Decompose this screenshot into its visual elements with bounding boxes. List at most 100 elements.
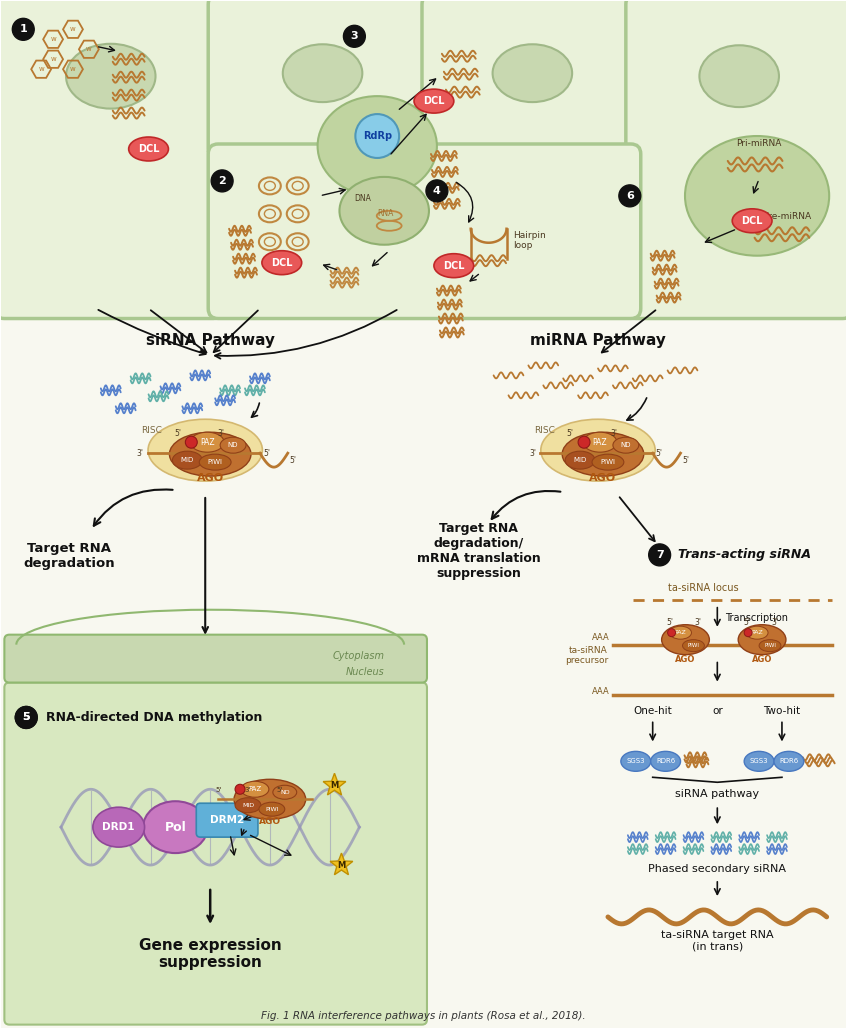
Text: PIWI: PIWI xyxy=(764,643,776,648)
Ellipse shape xyxy=(685,136,829,255)
Ellipse shape xyxy=(93,807,144,847)
Ellipse shape xyxy=(613,437,638,453)
Text: PIWI: PIWI xyxy=(600,459,616,465)
Text: One-hit: One-hit xyxy=(633,707,672,716)
Ellipse shape xyxy=(273,785,296,800)
Text: 5': 5' xyxy=(744,617,751,627)
Text: M: M xyxy=(330,781,339,790)
Text: PAZ: PAZ xyxy=(751,630,763,635)
Circle shape xyxy=(344,26,365,47)
Text: Nucleus: Nucleus xyxy=(346,667,385,677)
Ellipse shape xyxy=(200,454,231,470)
Text: 7: 7 xyxy=(655,549,664,560)
Text: miRNA Pathway: miRNA Pathway xyxy=(530,333,666,348)
Text: Pri-miRNA: Pri-miRNA xyxy=(736,139,782,148)
FancyBboxPatch shape xyxy=(0,0,223,319)
Text: Fig. 1 RNA interference pathways in plants (Rosa et al., 2018).: Fig. 1 RNA interference pathways in plan… xyxy=(261,1010,585,1021)
Text: Phased secondary siRNA: Phased secondary siRNA xyxy=(649,864,786,874)
Text: PIWI: PIWI xyxy=(208,459,222,465)
Text: 3': 3' xyxy=(245,787,251,793)
Text: MID: MID xyxy=(181,457,194,463)
Text: DCL: DCL xyxy=(443,260,464,271)
Circle shape xyxy=(578,436,590,449)
Text: Trans-acting siRNA: Trans-acting siRNA xyxy=(678,548,811,562)
Ellipse shape xyxy=(66,44,155,109)
Text: AAA: AAA xyxy=(592,633,610,642)
Ellipse shape xyxy=(241,781,269,797)
Text: ta-siRNA target RNA
(in trans): ta-siRNA target RNA (in trans) xyxy=(661,930,773,952)
Text: RDR6: RDR6 xyxy=(656,758,675,765)
Ellipse shape xyxy=(340,177,429,245)
Text: Two-hit: Two-hit xyxy=(763,707,801,716)
Text: MID: MID xyxy=(242,803,254,808)
Bar xyxy=(2,1,846,311)
Ellipse shape xyxy=(759,640,781,651)
FancyBboxPatch shape xyxy=(422,0,641,158)
Text: ND: ND xyxy=(228,442,239,449)
Text: 3': 3' xyxy=(772,617,779,627)
Circle shape xyxy=(15,707,37,729)
Ellipse shape xyxy=(565,451,595,469)
Ellipse shape xyxy=(738,625,786,654)
FancyBboxPatch shape xyxy=(208,144,641,319)
Text: 5': 5' xyxy=(566,429,574,438)
Text: Cytoplasm: Cytoplasm xyxy=(332,650,385,661)
Text: w: w xyxy=(70,66,76,72)
Text: DNA: DNA xyxy=(354,193,371,203)
Ellipse shape xyxy=(220,437,246,453)
Ellipse shape xyxy=(592,454,624,470)
Text: 3': 3' xyxy=(137,449,143,458)
Ellipse shape xyxy=(621,751,650,772)
Text: PIWI: PIWI xyxy=(688,643,700,648)
Text: RNA: RNA xyxy=(377,209,394,218)
Text: 5: 5 xyxy=(22,712,30,722)
Text: AGO: AGO xyxy=(675,655,695,664)
Ellipse shape xyxy=(492,44,572,102)
FancyBboxPatch shape xyxy=(208,0,437,158)
Text: PAZ: PAZ xyxy=(675,630,686,635)
Text: RISC: RISC xyxy=(534,426,554,434)
Text: Target RNA
degradation: Target RNA degradation xyxy=(23,542,115,570)
Text: AAA: AAA xyxy=(592,687,610,696)
Text: 5': 5' xyxy=(263,449,270,458)
Text: RdRp: RdRp xyxy=(363,131,391,141)
Ellipse shape xyxy=(259,803,284,816)
Text: M: M xyxy=(337,860,346,870)
Ellipse shape xyxy=(283,44,363,102)
Text: MID: MID xyxy=(573,457,587,463)
Text: 3': 3' xyxy=(610,429,617,438)
Ellipse shape xyxy=(650,751,681,772)
Ellipse shape xyxy=(261,251,301,275)
Text: w: w xyxy=(50,36,56,42)
Circle shape xyxy=(13,19,34,40)
Text: 3: 3 xyxy=(351,31,358,41)
Circle shape xyxy=(185,436,197,449)
Ellipse shape xyxy=(583,432,617,452)
FancyBboxPatch shape xyxy=(4,635,427,682)
Text: ND: ND xyxy=(621,442,631,449)
Text: PIWI: PIWI xyxy=(265,807,278,812)
Text: 3': 3' xyxy=(217,429,225,438)
Circle shape xyxy=(356,114,399,158)
Text: DRM2: DRM2 xyxy=(210,815,245,825)
Text: Gene expression
suppression: Gene expression suppression xyxy=(139,937,282,970)
Circle shape xyxy=(426,180,448,202)
Text: Pol: Pol xyxy=(165,821,186,833)
Text: w: w xyxy=(50,57,56,62)
Ellipse shape xyxy=(170,432,251,476)
Ellipse shape xyxy=(732,209,772,233)
Text: 5: 5 xyxy=(22,712,30,722)
Circle shape xyxy=(745,629,752,637)
Text: DCL: DCL xyxy=(271,257,293,268)
Polygon shape xyxy=(323,774,346,795)
Text: ta-siRNA locus: ta-siRNA locus xyxy=(667,582,739,593)
Text: ND: ND xyxy=(280,789,290,794)
Ellipse shape xyxy=(670,627,691,639)
Text: 2: 2 xyxy=(218,176,226,186)
Ellipse shape xyxy=(541,419,655,482)
Circle shape xyxy=(649,544,671,566)
Text: AGO: AGO xyxy=(197,473,224,483)
Ellipse shape xyxy=(143,802,208,853)
FancyBboxPatch shape xyxy=(626,0,849,319)
Text: 5': 5' xyxy=(666,617,673,627)
